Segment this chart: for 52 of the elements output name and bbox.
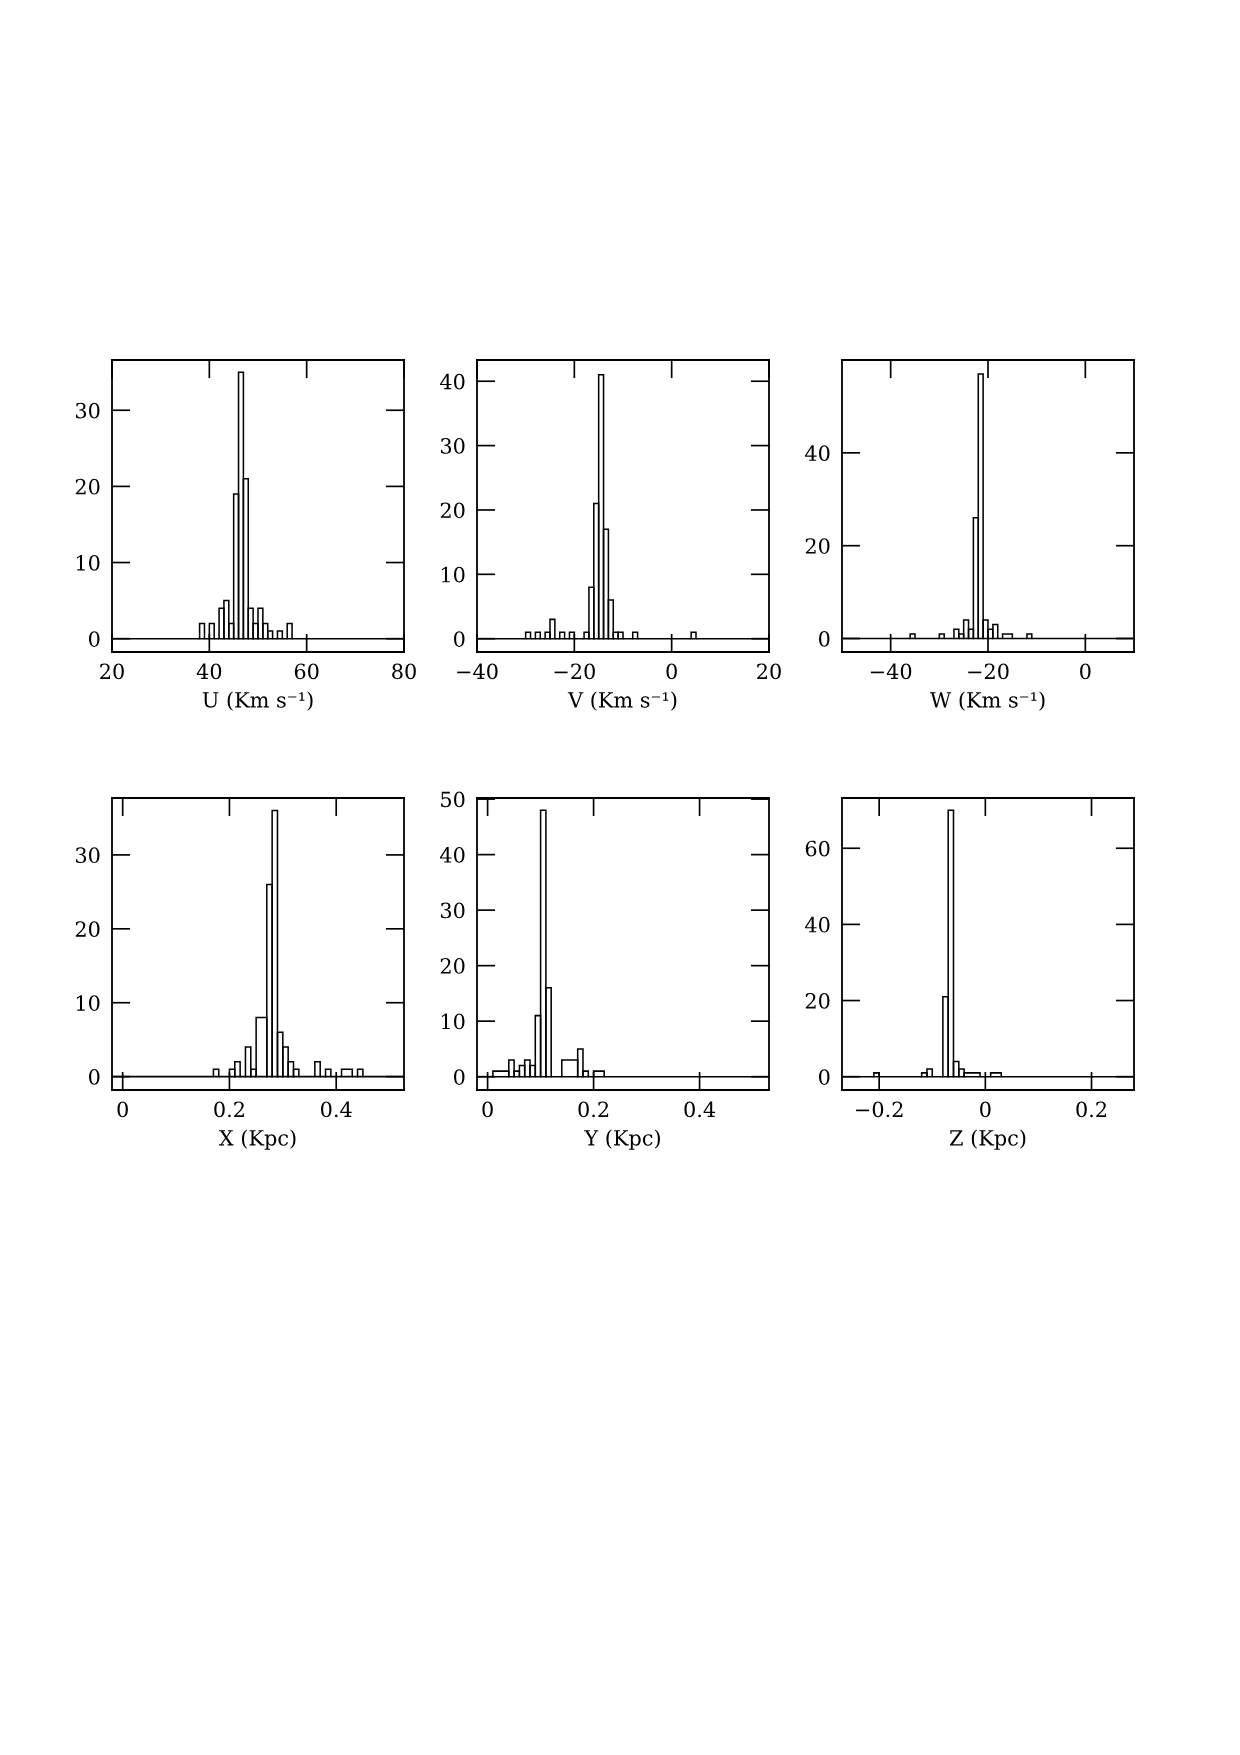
x-tick-label: −40 bbox=[870, 663, 912, 680]
x-tick-label: 80 bbox=[392, 663, 416, 680]
y-tick-label: 20 bbox=[75, 478, 100, 495]
x-tick-label: −0.2 bbox=[856, 1101, 903, 1118]
x-tick-label: 40 bbox=[196, 663, 222, 680]
y-tick-label: 30 bbox=[440, 902, 465, 919]
x-tick-label: 0.4 bbox=[684, 1101, 716, 1118]
x-axis-title: U (Km s⁻¹) bbox=[202, 691, 313, 711]
x-axis-title: V (Km s⁻¹) bbox=[567, 691, 677, 711]
y-tick-label: 60 bbox=[805, 840, 830, 857]
x-tick-label: −20 bbox=[968, 663, 1009, 680]
y-tick-label: 20 bbox=[440, 502, 465, 519]
y-tick-label: 40 bbox=[440, 847, 465, 863]
y-tick-label: 0 bbox=[89, 1069, 100, 1085]
x-tick-label: −20 bbox=[554, 663, 595, 680]
x-tick-label: 60 bbox=[294, 663, 319, 680]
x-axis-title: X (Kpc) bbox=[218, 1129, 296, 1150]
y-tick-label: 0 bbox=[819, 1069, 830, 1085]
y-tick-label: 20 bbox=[75, 921, 100, 938]
x-axis-title: Z (Kpc) bbox=[949, 1129, 1026, 1150]
x-tick-label: 0 bbox=[1080, 663, 1091, 680]
y-tick-label: 40 bbox=[805, 445, 830, 462]
x-tick-label: −40 bbox=[457, 663, 498, 680]
x-tick-label: 0.4 bbox=[321, 1101, 352, 1118]
x-tick-label: 20 bbox=[757, 663, 781, 680]
y-tick-label: 10 bbox=[76, 995, 100, 1011]
y-tick-label: 20 bbox=[805, 538, 830, 554]
y-tick-label: 10 bbox=[441, 1013, 465, 1030]
y-tick-label: 40 bbox=[805, 916, 830, 933]
y-tick-label: 50 bbox=[441, 791, 465, 808]
x-tick-label: 0 bbox=[666, 663, 677, 680]
x-tick-label: 0.2 bbox=[1076, 1101, 1107, 1118]
y-tick-label: 20 bbox=[805, 992, 830, 1009]
y-tick-label: 0 bbox=[454, 631, 465, 647]
x-tick-label: 0 bbox=[482, 1101, 493, 1118]
x-tick-label: 0 bbox=[117, 1101, 128, 1118]
y-tick-label: 0 bbox=[89, 631, 100, 647]
y-tick-label: 0 bbox=[819, 630, 830, 647]
y-tick-label: 20 bbox=[440, 958, 465, 974]
y-tick-label: 40 bbox=[440, 373, 465, 390]
y-tick-label: 30 bbox=[75, 847, 100, 864]
x-tick-label: 0.2 bbox=[214, 1101, 244, 1118]
y-tick-label: 10 bbox=[441, 566, 465, 583]
x-axis-title: Y (Kpc) bbox=[584, 1129, 660, 1150]
x-axis-title: W (Km s⁻¹) bbox=[929, 691, 1045, 711]
x-tick-label: 20 bbox=[100, 663, 124, 680]
y-tick-label: 10 bbox=[76, 554, 100, 571]
x-tick-label: 0.2 bbox=[578, 1101, 609, 1118]
x-tick-label: 0 bbox=[980, 1101, 991, 1118]
y-tick-label: 0 bbox=[454, 1069, 465, 1085]
y-tick-label: 30 bbox=[75, 402, 100, 419]
y-tick-label: 30 bbox=[440, 438, 465, 454]
